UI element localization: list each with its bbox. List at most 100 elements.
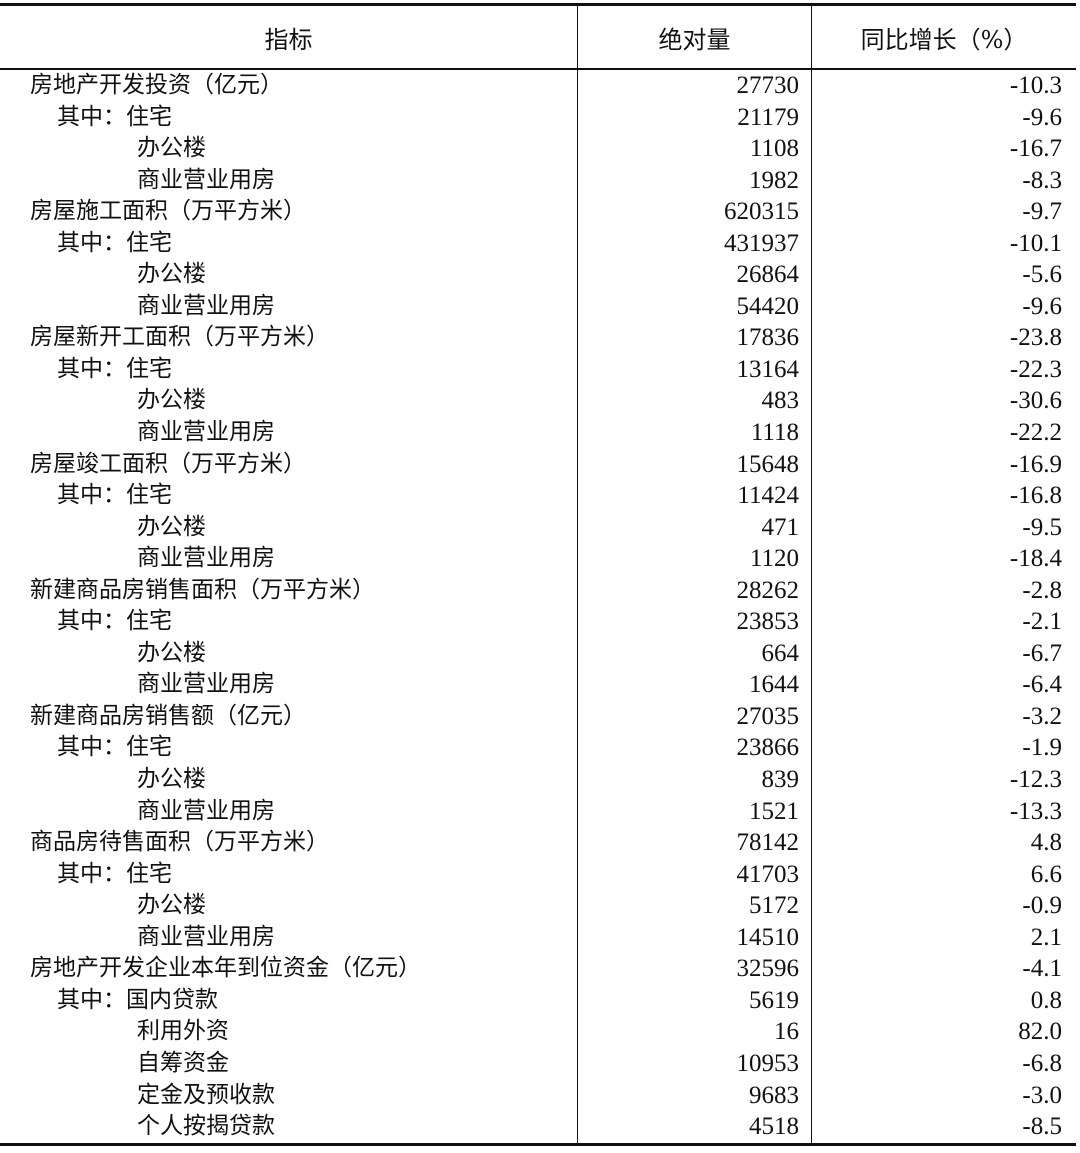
table-row: 房屋新开工面积（万平方米） 17836 -23.8 (0, 322, 1076, 354)
table-body: 房地产开发投资（亿元） 27730 -10.3 其中：住宅 21179 -9.6 办公楼 11… (0, 70, 1076, 1143)
row-yoy: -6.7 (1022, 639, 1062, 667)
row-value: 13164 (578, 353, 812, 386)
row-value: 23853 (578, 606, 812, 638)
row-label: 商业营业用房 (0, 164, 578, 197)
row-value: 54420 (578, 290, 812, 323)
row-yoy: 2.1 (1030, 923, 1062, 951)
row-value: 21179 (578, 101, 812, 134)
row-yoy: -16.8 (1009, 482, 1062, 510)
table-row: 办公楼 839 -12.3 (0, 764, 1076, 796)
row-yoy: 82.0 (1018, 1018, 1062, 1046)
row-value: 26864 (578, 259, 812, 291)
row-value: 839 (578, 764, 812, 796)
table-row: 其中：住宅 23853 -2.1 (0, 606, 1076, 638)
row-label: 办公楼 (0, 764, 578, 796)
row-yoy: -30.6 (1009, 387, 1062, 415)
row-yoy: -10.3 (1009, 72, 1062, 99)
row-label: 办公楼 (0, 637, 578, 670)
row-value: 41703 (578, 858, 812, 891)
row-yoy: 6.6 (1030, 860, 1062, 888)
row-value: 11424 (578, 480, 812, 512)
row-value: 16 (578, 1016, 812, 1048)
row-value: 1120 (578, 543, 812, 575)
row-value: 9683 (578, 1079, 812, 1112)
row-yoy: -9.5 (1022, 513, 1062, 541)
row-label: 利用外资 (0, 1016, 578, 1048)
row-value: 620315 (578, 196, 812, 228)
row-value: 32596 (578, 953, 812, 985)
table-row: 商业营业用房 1120 -18.4 (0, 543, 1076, 575)
table-row: 办公楼 5172 -0.9 (0, 890, 1076, 922)
table-row: 其中：住宅 11424 -16.8 (0, 480, 1076, 512)
row-label: 办公楼 (0, 511, 578, 544)
row-label: 办公楼 (0, 259, 578, 291)
statistics-table: 指标 绝对量 同比增长（%） 房地产开发投资（亿元） 27730 -10.3 其中：住… (0, 3, 1076, 1146)
row-yoy: -9.7 (1022, 198, 1062, 226)
row-value: 10953 (578, 1047, 812, 1080)
row-value: 471 (578, 511, 812, 544)
row-yoy: -22.3 (1009, 355, 1062, 383)
row-label: 其中：住宅 (0, 858, 578, 891)
table-row: 新建商品房销售面积（万平方米） 28262 -2.8 (0, 574, 1076, 607)
row-yoy: -3.2 (1022, 702, 1062, 730)
table-row: 房地产开发投资（亿元） 27730 -10.3 (0, 70, 1076, 102)
table-row: 房屋竣工面积（万平方米） 15648 -16.9 (0, 448, 1076, 481)
table-header: 指标 绝对量 同比增长（%） (0, 6, 1076, 70)
table-row: 办公楼 483 -30.6 (0, 385, 1076, 418)
table-row: 利用外资 16 82.0 (0, 1016, 1076, 1048)
row-yoy: -2.1 (1022, 608, 1062, 636)
header-yoy: 同比增长（%） (860, 25, 1028, 54)
row-label: 商业营业用房 (0, 669, 578, 701)
row-value: 14510 (578, 921, 812, 954)
header-absolute: 绝对量 (578, 6, 812, 68)
row-label: 个人按揭贷款 (0, 1111, 578, 1143)
row-yoy: -18.4 (1009, 545, 1062, 573)
table-row: 商业营业用房 14510 2.1 (0, 921, 1076, 954)
row-yoy: -5.6 (1022, 261, 1062, 289)
row-label: 房屋新开工面积（万平方米） (0, 322, 578, 354)
row-value: 431937 (578, 227, 812, 260)
row-value: 1644 (578, 669, 812, 701)
row-value: 15648 (578, 448, 812, 481)
row-label: 其中：住宅 (0, 353, 578, 386)
row-yoy: -12.3 (1009, 766, 1062, 794)
row-label: 新建商品房销售面积（万平方米） (0, 574, 578, 607)
table-row: 其中：住宅 21179 -9.6 (0, 101, 1076, 134)
row-yoy: 4.8 (1030, 829, 1062, 857)
table-row: 办公楼 26864 -5.6 (0, 259, 1076, 291)
row-value: 5619 (578, 984, 812, 1017)
table-row: 个人按揭贷款 4518 -8.5 (0, 1111, 1076, 1143)
row-value: 23866 (578, 732, 812, 765)
row-yoy: -3.0 (1022, 1081, 1062, 1109)
row-label: 办公楼 (0, 890, 578, 922)
row-label: 办公楼 (0, 133, 578, 165)
row-yoy: -22.2 (1009, 419, 1062, 447)
row-label: 其中：住宅 (0, 606, 578, 638)
row-yoy: -0.9 (1022, 892, 1062, 920)
table-row: 办公楼 471 -9.5 (0, 511, 1076, 544)
table-row: 办公楼 664 -6.7 (0, 637, 1076, 670)
row-label: 商业营业用房 (0, 795, 578, 828)
table-row: 其中：住宅 13164 -22.3 (0, 353, 1076, 386)
row-label: 商业营业用房 (0, 543, 578, 575)
row-label: 其中：住宅 (0, 480, 578, 512)
row-label: 自筹资金 (0, 1047, 578, 1080)
row-value: 1521 (578, 795, 812, 828)
row-value: 78142 (578, 827, 812, 859)
table-row: 商业营业用房 1118 -22.2 (0, 417, 1076, 449)
row-yoy: -9.6 (1022, 292, 1062, 320)
row-value: 5172 (578, 890, 812, 922)
row-value: 1982 (578, 164, 812, 197)
row-label: 其中：住宅 (0, 227, 578, 260)
table-row: 其中：国内贷款 5619 0.8 (0, 984, 1076, 1017)
row-value: 1108 (578, 133, 812, 165)
row-value: 1118 (578, 417, 812, 449)
table-row: 自筹资金 10953 -6.8 (0, 1047, 1076, 1080)
row-value: 4518 (578, 1111, 812, 1143)
table-row: 商业营业用房 1982 -8.3 (0, 164, 1076, 197)
row-yoy: 0.8 (1030, 986, 1062, 1014)
table-row: 其中：住宅 23866 -1.9 (0, 732, 1076, 765)
row-label: 房地产开发企业本年到位资金（亿元） (0, 953, 578, 985)
row-label: 其中：住宅 (0, 732, 578, 765)
table-row: 商业营业用房 54420 -9.6 (0, 290, 1076, 323)
